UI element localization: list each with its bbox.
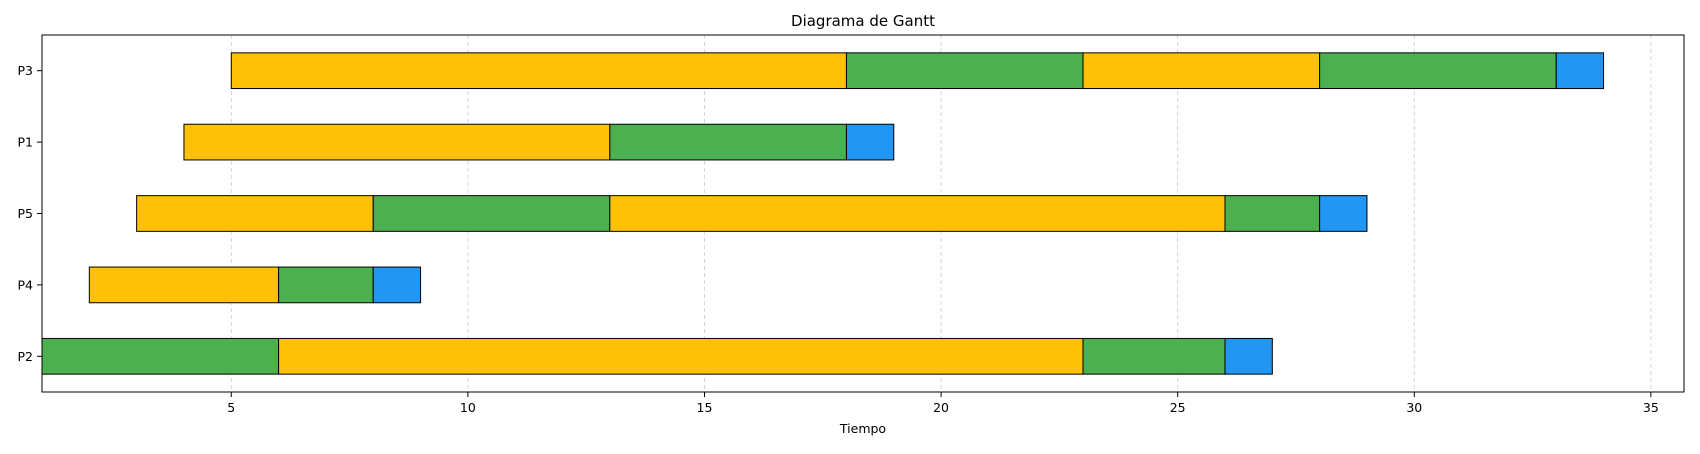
x-tick-label: 30 bbox=[1406, 400, 1422, 415]
x-tick-label: 15 bbox=[697, 400, 713, 415]
x-axis-label: Tiempo bbox=[839, 421, 886, 436]
gantt-bars bbox=[41, 52, 1605, 375]
y-tick-label-p1: P1 bbox=[18, 135, 34, 150]
gantt-bar-p5-waiting bbox=[136, 195, 374, 232]
gantt-bar-p4-finish bbox=[372, 266, 422, 304]
gantt-bar-p3-running bbox=[845, 52, 1084, 90]
gantt-bar-p2-waiting bbox=[278, 337, 1084, 375]
gantt-bar-p3-waiting bbox=[1082, 52, 1321, 90]
gantt-bar-p2-running bbox=[1082, 337, 1226, 375]
x-tick-label: 5 bbox=[227, 400, 235, 415]
gantt-bar-p3-waiting bbox=[230, 52, 847, 90]
gantt-bar-p1-running bbox=[609, 123, 847, 161]
x-axis-ticks: 5 10 15 20 25 30 35 bbox=[227, 392, 1659, 415]
gantt-bar-p3-finish bbox=[1555, 52, 1605, 90]
y-tick-label-p2: P2 bbox=[18, 349, 34, 364]
x-tick-label: 20 bbox=[933, 400, 949, 415]
gantt-bar-p5-finish bbox=[1319, 195, 1368, 232]
x-tick-label: 25 bbox=[1170, 400, 1186, 415]
x-tick-label: 35 bbox=[1643, 400, 1659, 415]
gantt-bar-p5-running bbox=[1224, 195, 1321, 232]
gantt-bar-p2-running bbox=[41, 337, 280, 375]
y-axis-ticks: P2 P4 P5 P1 P3 bbox=[18, 63, 42, 364]
y-tick-label-p5: P5 bbox=[18, 206, 34, 221]
chart-title: Diagrama de Gantt bbox=[791, 12, 935, 30]
gantt-bar-p4-running bbox=[278, 266, 374, 304]
gantt-bar-p1-finish bbox=[845, 123, 895, 161]
y-tick-label-p4: P4 bbox=[18, 277, 34, 292]
y-tick-label-p3: P3 bbox=[18, 63, 34, 78]
gantt-bar-p2-finish bbox=[1224, 337, 1273, 375]
gantt-bar-p5-running bbox=[372, 195, 611, 232]
x-tick-label: 10 bbox=[460, 400, 476, 415]
gantt-bar-p4-waiting bbox=[88, 266, 280, 304]
gantt-bar-p5-waiting bbox=[609, 195, 1226, 232]
gantt-bar-p1-waiting bbox=[183, 123, 611, 161]
gantt-bar-p3-running bbox=[1319, 52, 1557, 90]
